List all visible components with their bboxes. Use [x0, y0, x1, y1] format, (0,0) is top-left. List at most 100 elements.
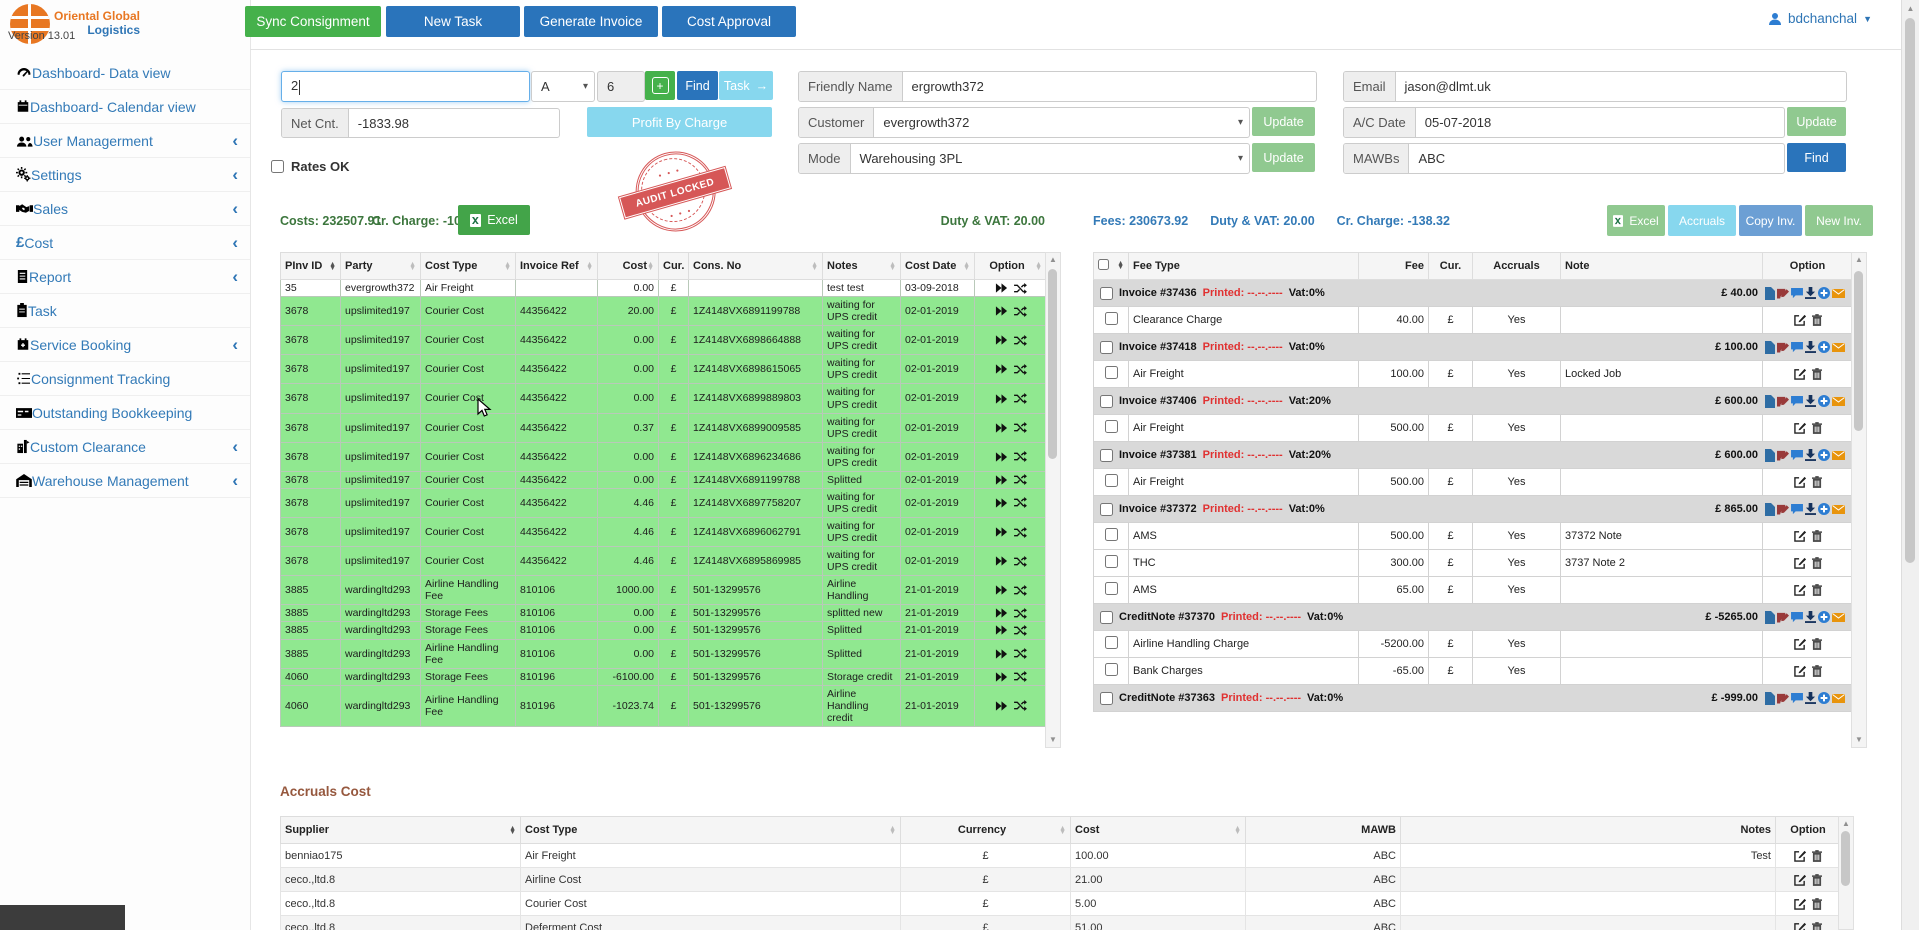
comment-icon[interactable] — [1791, 449, 1803, 462]
fees-scrollbar[interactable]: ▲ ▼ — [1851, 252, 1867, 748]
comment-icon[interactable] — [1791, 287, 1803, 300]
shuffle-icon[interactable] — [1013, 671, 1027, 683]
fees-col-note[interactable]: Note — [1560, 252, 1763, 280]
fee-row-checkbox[interactable] — [1104, 474, 1118, 487]
costs-col-notes[interactable]: Notes ▲ ▼ — [822, 252, 901, 280]
edit-icon[interactable] — [1793, 530, 1806, 542]
new-task-button[interactable]: New Task — [386, 6, 520, 37]
accruals-col-cost[interactable]: Cost ▲ ▼ — [1070, 816, 1246, 844]
forward-icon[interactable] — [995, 393, 1008, 404]
comment-icon[interactable] — [1791, 395, 1803, 408]
accruals-col-notes[interactable]: Notes — [1400, 816, 1776, 844]
mode-select[interactable]: Mode Warehousing 3PL ▾ — [798, 143, 1250, 174]
plus-circle-icon[interactable] — [1818, 611, 1830, 624]
forward-icon[interactable] — [995, 608, 1008, 619]
sidebar-item-report[interactable]: Report ‹ — [0, 260, 250, 294]
edit-icon[interactable] — [1793, 476, 1806, 488]
fee-row-checkbox[interactable] — [1104, 582, 1118, 595]
forward-icon[interactable] — [995, 648, 1008, 659]
forward-icon[interactable] — [995, 527, 1008, 537]
sidebar-item-custom-clearance[interactable]: Custom Clearance ‹ — [0, 430, 250, 464]
shuffle-icon[interactable] — [1013, 584, 1027, 596]
mawbs-find-button[interactable]: Find — [1787, 143, 1846, 172]
trash-icon[interactable] — [1811, 665, 1822, 677]
rates-ok-checkbox[interactable] — [271, 160, 284, 173]
costs-scrollbar[interactable]: ▲ ▼ — [1045, 252, 1061, 748]
invoice-checkbox[interactable] — [1100, 691, 1113, 705]
fee-row-checkbox[interactable] — [1104, 663, 1118, 676]
forward-icon[interactable] — [995, 422, 1008, 433]
customer-select[interactable]: Customer evergrowth372 ▾ — [798, 107, 1250, 138]
forward-icon[interactable] — [995, 625, 1008, 636]
user-menu[interactable]: bdchanchal ▼ — [1768, 11, 1872, 26]
forward-icon[interactable] — [995, 498, 1008, 508]
trash-icon[interactable] — [1812, 921, 1822, 930]
trash-icon[interactable] — [1811, 584, 1822, 596]
edit-icon[interactable] — [1794, 922, 1806, 930]
edit-icon[interactable] — [1793, 584, 1806, 596]
comment-icon[interactable] — [1791, 611, 1803, 624]
invoice-checkbox[interactable] — [1100, 610, 1113, 624]
trash-icon[interactable] — [1811, 530, 1822, 542]
envelope-icon[interactable] — [1832, 692, 1845, 705]
shuffle-icon[interactable] — [1013, 700, 1027, 712]
mawbs-field[interactable]: MAWBs ABC — [1343, 143, 1785, 174]
edit-note-icon[interactable] — [1777, 395, 1789, 408]
profit-by-charge-button[interactable]: Profit By Charge — [587, 107, 772, 137]
plus-circle-icon[interactable] — [1818, 287, 1830, 300]
shuffle-icon[interactable] — [1013, 334, 1027, 346]
new-inv-button[interactable]: New Inv. — [1805, 205, 1873, 236]
costs-col-pinv-id[interactable]: PInv ID ▲ ▼ — [280, 252, 341, 280]
shuffle-icon[interactable] — [1013, 624, 1027, 636]
envelope-icon[interactable] — [1832, 287, 1845, 300]
envelope-icon[interactable] — [1832, 503, 1845, 516]
shuffle-icon[interactable] — [1013, 497, 1027, 509]
file-icon[interactable] — [1765, 448, 1775, 462]
sidebar-item-settings[interactable]: Settings ‹ — [0, 158, 250, 192]
forward-icon[interactable] — [995, 475, 1008, 485]
envelope-icon[interactable] — [1832, 611, 1845, 624]
forward-icon[interactable] — [995, 335, 1008, 345]
edit-icon[interactable] — [1794, 850, 1806, 862]
forward-icon[interactable] — [995, 306, 1008, 316]
edit-icon[interactable] — [1793, 314, 1806, 326]
costs-col-invoice-ref[interactable]: Invoice Ref ▲ ▼ — [515, 252, 598, 280]
edit-note-icon[interactable] — [1777, 341, 1789, 354]
shuffle-icon[interactable] — [1013, 607, 1027, 619]
trash-icon[interactable] — [1812, 897, 1822, 910]
sidebar-item-dashboard-data-view[interactable]: Dashboard- Data view — [0, 56, 250, 90]
trash-icon[interactable] — [1811, 638, 1822, 650]
sidebar-item-dashboard-calendar-view[interactable]: Dashboard- Calendar view — [0, 90, 250, 124]
costs-excel-button[interactable]: Excel — [458, 205, 530, 235]
trash-icon[interactable] — [1811, 314, 1822, 326]
costs-col-cost-date[interactable]: Cost Date ▲ ▼ — [900, 252, 975, 280]
trash-icon[interactable] — [1811, 557, 1822, 569]
shuffle-icon[interactable] — [1013, 451, 1027, 463]
file-icon[interactable] — [1765, 286, 1775, 300]
accruals-col-option[interactable]: Option — [1775, 816, 1841, 844]
file-icon[interactable] — [1765, 502, 1775, 516]
friendly-name-field[interactable]: Friendly Name ergrowth372 — [798, 71, 1317, 102]
cost-approval-button[interactable]: Cost Approval — [662, 6, 796, 37]
trash-icon[interactable] — [1811, 368, 1822, 380]
accruals-col-mawb[interactable]: MAWB — [1245, 816, 1401, 844]
accruals-col-currency[interactable]: Currency ▲ ▼ — [900, 816, 1071, 844]
download-icon[interactable] — [1805, 341, 1816, 354]
forward-icon[interactable] — [995, 364, 1008, 375]
invoice-checkbox[interactable] — [1100, 286, 1113, 300]
sidebar-item-sales[interactable]: Sales ‹ — [0, 192, 250, 226]
file-icon[interactable] — [1765, 340, 1775, 354]
envelope-icon[interactable] — [1832, 395, 1845, 408]
fee-row-checkbox[interactable] — [1104, 555, 1118, 568]
page-scrollbar[interactable]: ▲ — [1901, 0, 1919, 930]
sync-consignment-button[interactable]: Sync Consignment — [245, 6, 381, 37]
costs-col-cost-type[interactable]: Cost Type ▲ ▼ — [420, 252, 516, 280]
download-icon[interactable] — [1805, 449, 1816, 462]
shuffle-icon[interactable] — [1013, 363, 1027, 375]
accruals-col-supplier[interactable]: Supplier ▲ ▼ — [280, 816, 521, 844]
comment-icon[interactable] — [1791, 692, 1803, 705]
ac-date-field[interactable]: A/C Date 05-07-2018 — [1343, 107, 1785, 138]
invoice-checkbox[interactable] — [1100, 394, 1113, 408]
add-button[interactable]: + — [645, 71, 675, 100]
file-icon[interactable] — [1765, 610, 1775, 624]
